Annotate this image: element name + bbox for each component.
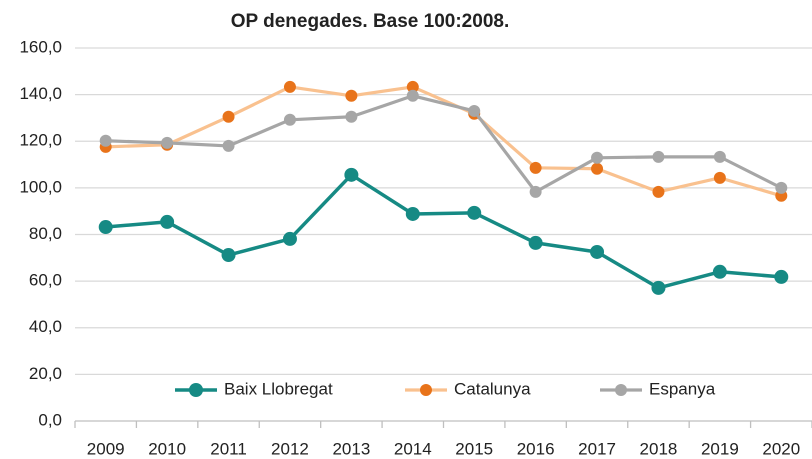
series-line [105,94,783,194]
x-tick-label: 2017 [578,439,616,458]
series-marker [282,231,297,246]
legend-label: Baix Llobregat [224,379,333,398]
series-marker [222,139,235,152]
series-marker [591,162,604,175]
series-marker [222,110,235,123]
series-marker [529,161,542,174]
y-tick-label: 0,0 [38,410,62,429]
x-tick-label: 2013 [332,439,370,458]
series-line [105,173,782,290]
series-marker [406,89,419,102]
y-tick-label: 120,0 [19,131,62,150]
y-tick-label: 80,0 [29,224,62,243]
chart-title: OP denegades. Base 100:2008. [231,11,509,32]
y-tick-label: 60,0 [29,271,62,290]
series-marker [406,80,419,93]
legend-label: Catalunya [454,379,531,398]
series-marker [99,134,112,147]
series-marker [283,113,296,126]
series-marker [591,151,604,164]
series-marker [713,150,726,163]
series-marker [774,269,789,284]
series-marker [345,89,358,102]
x-tick-label: 2016 [517,439,555,458]
series-marker [528,235,543,250]
series-marker [344,167,359,182]
y-tick-label: 20,0 [29,364,62,383]
x-tick-label: 2019 [701,439,739,458]
series-marker [712,264,727,279]
series-marker [160,214,175,229]
series-marker [713,171,726,184]
series-marker [468,104,481,117]
series-marker [652,185,665,198]
legend-marker [420,384,432,396]
series-marker [283,80,296,93]
y-tick-label: 100,0 [19,177,62,196]
series-marker [467,205,482,220]
series-line [105,85,782,198]
series-marker [775,181,788,194]
y-tick-label: 40,0 [29,317,62,336]
series-marker [405,206,420,221]
series-marker [590,244,605,259]
series-marker [652,150,665,163]
x-tick-label: 2011 [210,439,247,458]
series-marker [345,110,358,123]
legend-marker [189,383,203,397]
series-marker [161,136,174,149]
series-marker [98,220,113,235]
x-tick-label: 2009 [87,439,125,458]
series-marker [221,248,236,263]
x-tick-label: 2015 [455,439,493,458]
y-tick-label: 160,0 [19,37,62,56]
series-marker [651,280,666,295]
series-marker [529,185,542,198]
legend-label: Espanya [649,379,716,398]
x-tick-label: 2014 [394,439,432,458]
x-tick-label: 2018 [640,439,678,458]
legend-marker [615,384,627,396]
y-tick-label: 140,0 [19,84,62,103]
x-tick-label: 2020 [762,439,800,458]
x-tick-label: 2012 [271,439,309,458]
x-tick-label: 2010 [148,439,186,458]
